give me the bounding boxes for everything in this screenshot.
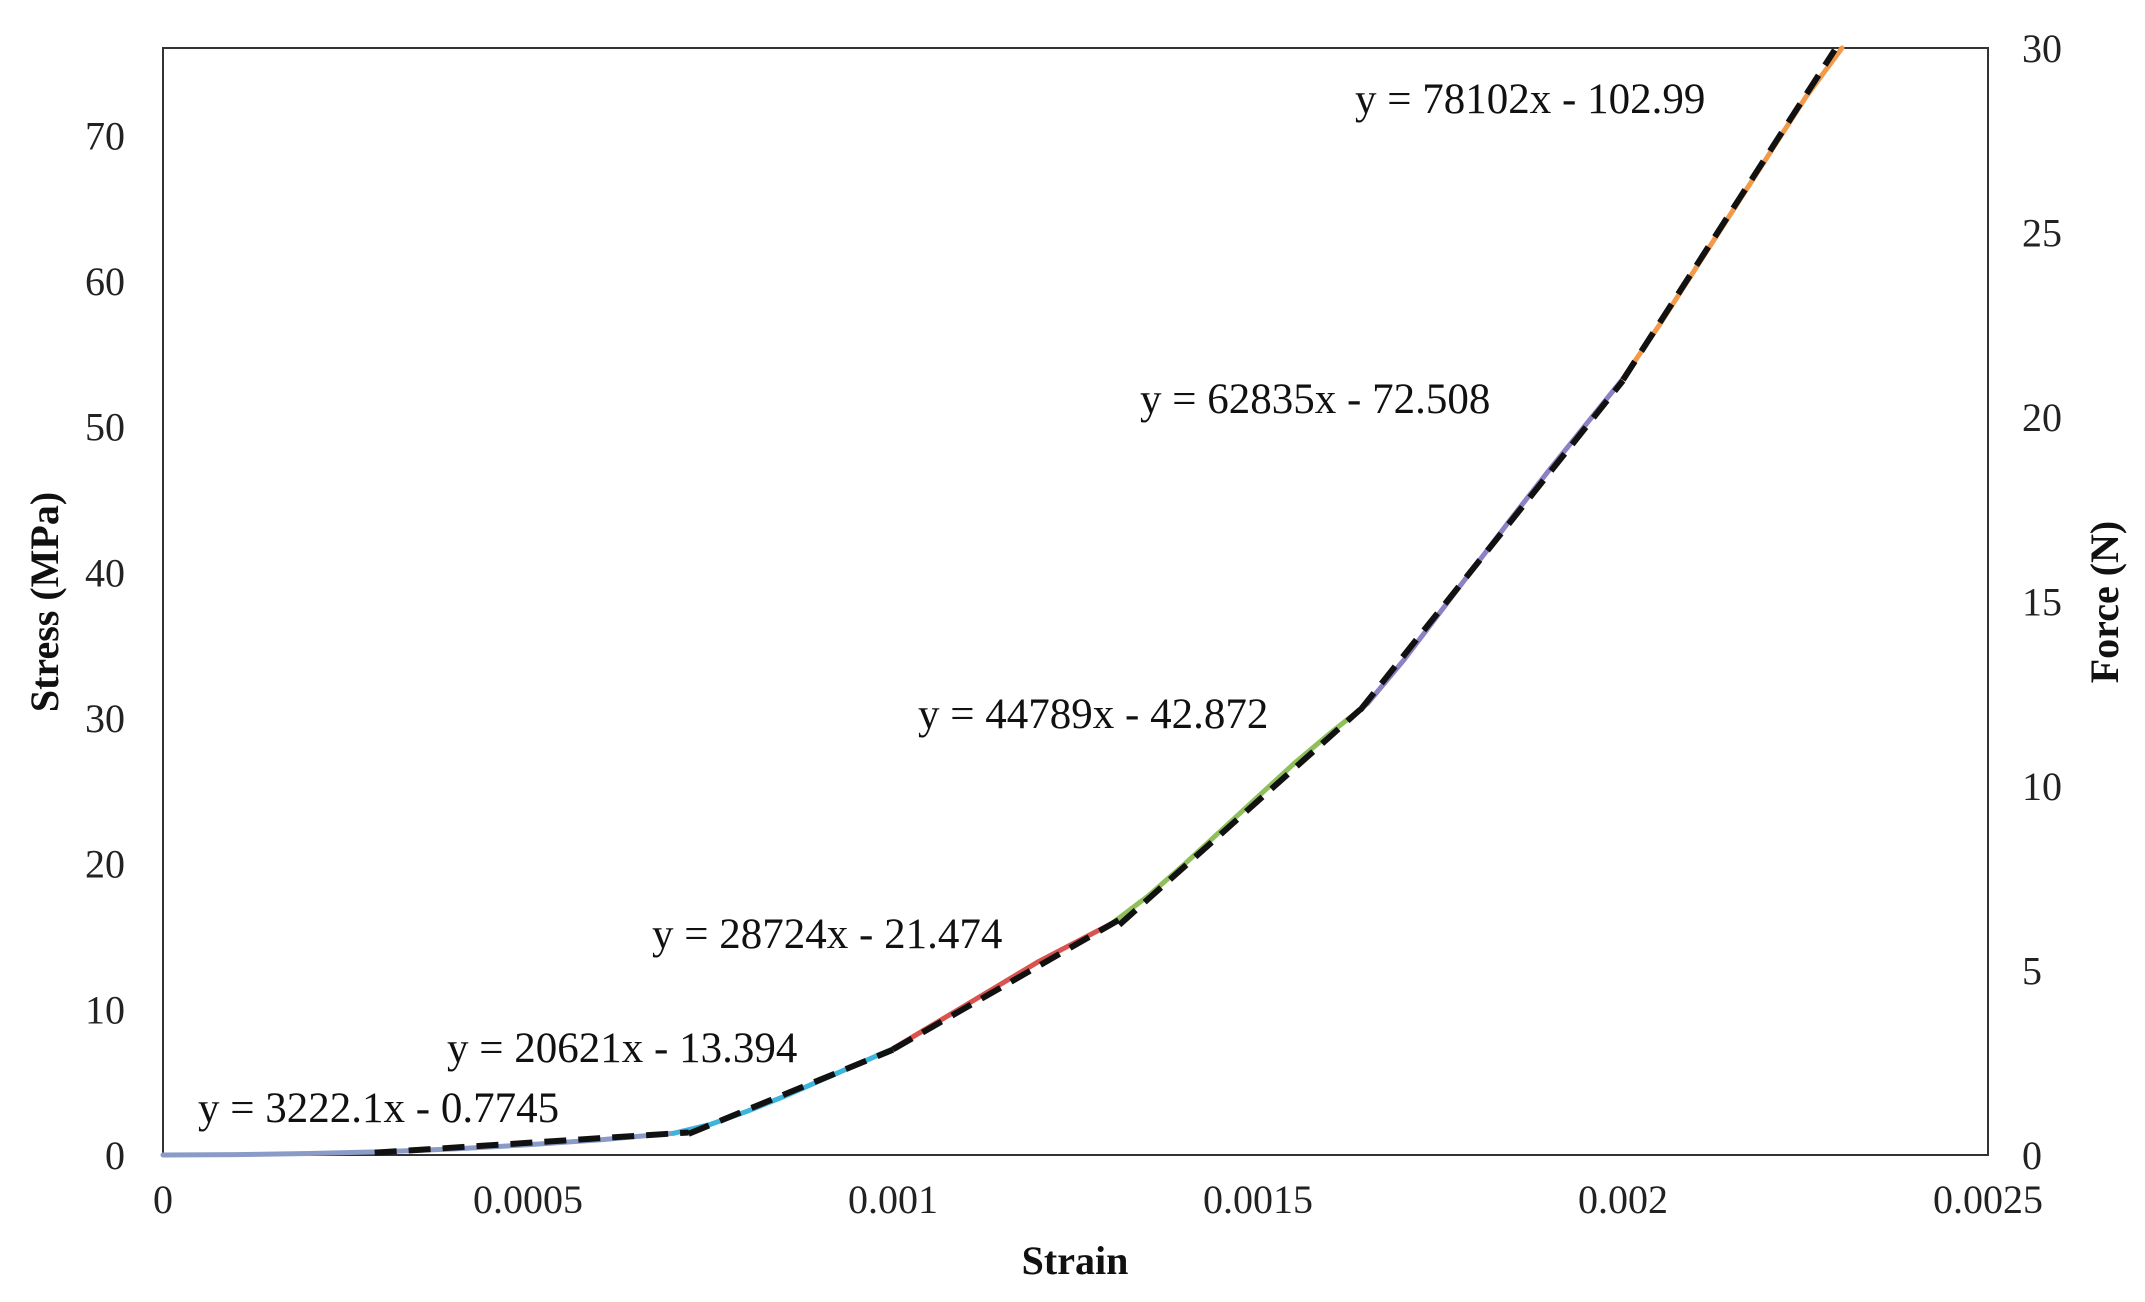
trendline-equations: y = 3222.1x - 0.7745 y = 20621x - 13.394 y… [198,76,1705,1132]
trendline-equation-1: y = 3222.1x - 0.7745 [198,1085,559,1132]
series-line-6 [1620,45,1845,382]
y-tick-label-1: 0 [105,1133,125,1178]
trendline-equation-2: y = 20621x - 13.394 [447,1025,797,1072]
trendline-equation-6: y = 78102x - 102.99 [1355,76,1705,123]
y-tick-label-6: 50 [85,405,125,450]
series-layer [160,45,1845,1158]
x-tick-label-1: 0 [153,1177,173,1222]
y2-axis-title: Force (N) [2082,521,2127,684]
x-tick-label-4: 0.0015 [1203,1177,1313,1222]
y2-tick-label-5: 20 [2022,395,2062,440]
y-tick-label-7: 60 [85,259,125,304]
y2-axis-ticks: 0 5 10 15 20 25 30 [2022,26,2062,1178]
x-tick-label-6: 0.0025 [1933,1177,2043,1222]
trendline-2 [687,1046,895,1137]
trendline-5 [1357,378,1626,713]
trendline-1 [374,1129,689,1156]
trendline-equation-3: y = 28724x - 21.474 [652,911,1002,958]
x-tick-label-3: 0.001 [848,1177,938,1222]
trendline-3 [891,917,1121,1053]
y2-tick-label-6: 25 [2022,211,2062,256]
y-tick-label-5: 40 [85,550,125,595]
plot-frame [162,47,1989,1156]
y-axis-ticks: 0 10 20 30 40 50 60 70 [85,113,125,1178]
trendline-equation-4: y = 44789x - 42.872 [918,691,1268,738]
trendline-4 [1117,707,1363,928]
x-axis-ticks: 0 0.0005 0.001 0.0015 0.002 0.0025 [153,1177,2043,1222]
y-tick-label-2: 10 [85,987,125,1032]
x-tick-label-2: 0.0005 [473,1177,583,1222]
y2-tick-label-7: 30 [2022,26,2062,71]
trendline-6 [1620,48,1838,382]
trendline-layer [374,48,1838,1156]
x-axis-title: Strain [1022,1238,1129,1283]
x-tick-label-5: 0.002 [1578,1177,1668,1222]
trendline-equation-5: y = 62835x - 72.508 [1140,376,1490,423]
y-tick-label-8: 70 [85,113,125,158]
y2-tick-label-3: 10 [2022,764,2062,809]
y-tick-label-4: 30 [85,696,125,741]
y-axis-title: Stress (MPa) [22,492,67,712]
y2-tick-label-2: 5 [2022,949,2042,994]
y2-tick-label-4: 15 [2022,580,2062,625]
y-tick-label-3: 20 [85,842,125,887]
y2-tick-label-1: 0 [2022,1133,2042,1178]
